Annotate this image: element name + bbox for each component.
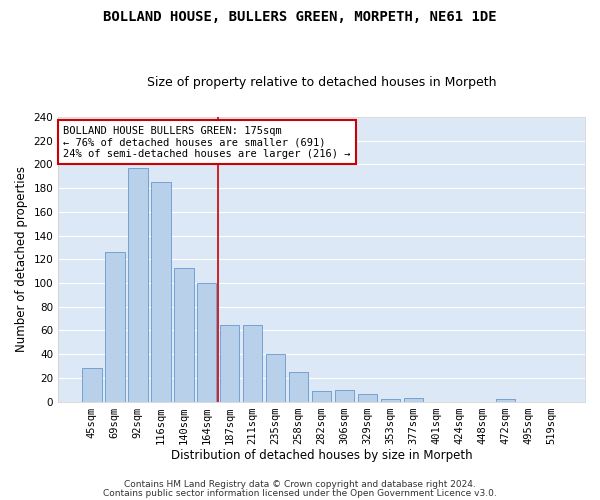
Bar xyxy=(312,391,331,402)
Bar xyxy=(243,324,262,402)
Bar xyxy=(335,390,355,402)
Bar xyxy=(174,268,194,402)
Bar xyxy=(381,399,400,402)
Bar xyxy=(358,394,377,402)
Bar xyxy=(220,324,239,402)
Text: Contains HM Land Registry data © Crown copyright and database right 2024.: Contains HM Land Registry data © Crown c… xyxy=(124,480,476,489)
Y-axis label: Number of detached properties: Number of detached properties xyxy=(15,166,28,352)
Bar xyxy=(266,354,286,402)
Text: BOLLAND HOUSE BULLERS GREEN: 175sqm
← 76% of detached houses are smaller (691)
2: BOLLAND HOUSE BULLERS GREEN: 175sqm ← 76… xyxy=(64,126,351,159)
Bar xyxy=(289,372,308,402)
Bar xyxy=(151,182,170,402)
Bar xyxy=(82,368,101,402)
Text: BOLLAND HOUSE, BULLERS GREEN, MORPETH, NE61 1DE: BOLLAND HOUSE, BULLERS GREEN, MORPETH, N… xyxy=(103,10,497,24)
Title: Size of property relative to detached houses in Morpeth: Size of property relative to detached ho… xyxy=(147,76,496,90)
Text: Contains public sector information licensed under the Open Government Licence v3: Contains public sector information licen… xyxy=(103,490,497,498)
Bar xyxy=(404,398,423,402)
Bar xyxy=(496,399,515,402)
Bar xyxy=(105,252,125,402)
Bar xyxy=(197,283,217,402)
X-axis label: Distribution of detached houses by size in Morpeth: Distribution of detached houses by size … xyxy=(171,450,472,462)
Bar xyxy=(128,168,148,402)
